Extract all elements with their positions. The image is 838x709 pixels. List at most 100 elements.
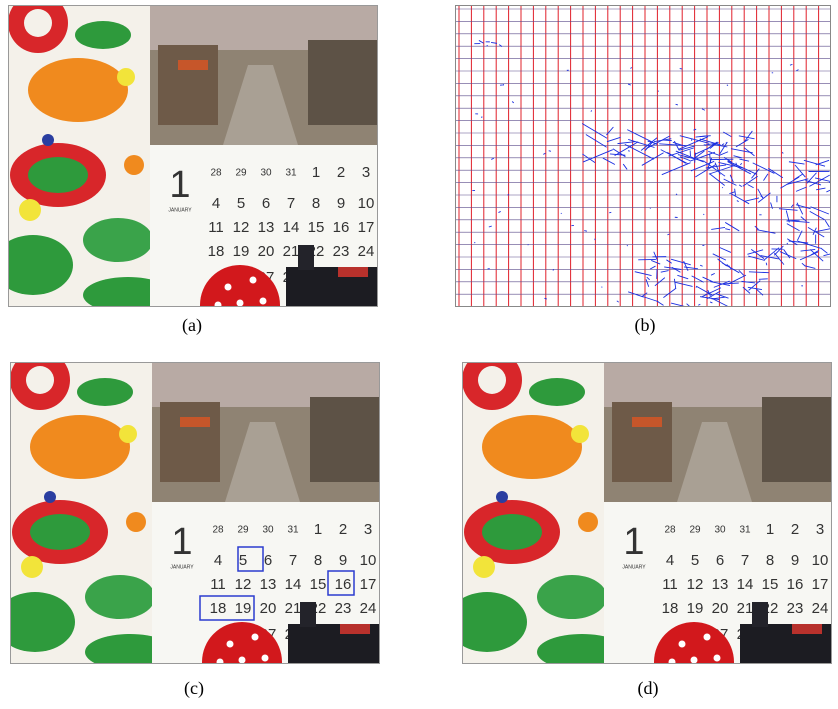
day-number: 23 bbox=[335, 600, 352, 617]
month-number: 1 bbox=[623, 521, 644, 563]
train-window bbox=[338, 267, 368, 277]
fabric-chick bbox=[473, 556, 495, 578]
day-number: 13 bbox=[258, 219, 275, 236]
ball-dot bbox=[215, 302, 222, 309]
day-number: 14 bbox=[737, 576, 754, 593]
ball-dot bbox=[262, 655, 269, 662]
fabric-leaf bbox=[447, 592, 527, 652]
day-number: 30 bbox=[262, 525, 274, 536]
day-number: 9 bbox=[337, 195, 345, 212]
fabric-leaf bbox=[77, 378, 133, 406]
day-number: 11 bbox=[662, 576, 678, 593]
fabric-ring-in bbox=[30, 514, 90, 550]
day-number: 16 bbox=[333, 219, 350, 236]
motion-vector bbox=[726, 143, 727, 144]
motion-vector bbox=[722, 187, 723, 188]
day-number: 10 bbox=[358, 195, 375, 212]
fabric-leaf bbox=[529, 378, 585, 406]
ball-dot bbox=[714, 655, 721, 662]
day-number: 5 bbox=[691, 552, 699, 569]
day-number: 12 bbox=[235, 576, 252, 593]
fabric-flower bbox=[496, 491, 508, 503]
vector-panel bbox=[455, 5, 838, 312]
ball-dot bbox=[260, 298, 267, 305]
day-number: 2 bbox=[791, 521, 799, 538]
motion-vector bbox=[627, 245, 628, 246]
day-number: 18 bbox=[208, 243, 225, 260]
day-number: 14 bbox=[285, 576, 302, 593]
picture-building bbox=[158, 45, 218, 125]
day-number: 13 bbox=[712, 576, 729, 593]
ball-dot bbox=[252, 634, 259, 641]
ball-dot bbox=[227, 641, 234, 648]
day-number: 29 bbox=[689, 525, 701, 536]
day-number: 13 bbox=[260, 576, 277, 593]
day-number: 28 bbox=[210, 168, 222, 179]
day-number: 8 bbox=[312, 195, 320, 212]
day-number: 3 bbox=[364, 521, 372, 538]
day-number: 11 bbox=[208, 219, 224, 236]
figure: (a) (b) (c) (d) 1JANUARY2829303112345678… bbox=[0, 0, 838, 704]
day-number: 16 bbox=[787, 576, 804, 593]
fabric-rabbit bbox=[30, 415, 130, 479]
day-number: 30 bbox=[260, 168, 272, 179]
train-window bbox=[340, 624, 370, 634]
fabric-rabbit bbox=[482, 415, 582, 479]
day-number: 4 bbox=[212, 195, 220, 212]
picture-building bbox=[612, 402, 672, 482]
day-number: 17 bbox=[812, 576, 829, 593]
fabric-leaf bbox=[83, 218, 153, 262]
day-number: 14 bbox=[283, 219, 300, 236]
day-number: 16 bbox=[335, 576, 352, 593]
day-number: 2 bbox=[337, 164, 345, 181]
day-number: 10 bbox=[360, 552, 377, 569]
day-number: 19 bbox=[687, 600, 704, 617]
day-number: 28 bbox=[212, 525, 224, 536]
month-number: 1 bbox=[171, 521, 192, 563]
fabric-leaf bbox=[75, 21, 131, 49]
fabric-chick bbox=[21, 556, 43, 578]
day-number: 20 bbox=[258, 243, 275, 260]
caption: (a) bbox=[182, 315, 202, 336]
day-number: 7 bbox=[289, 552, 297, 569]
day-number: 9 bbox=[339, 552, 347, 569]
day-number: 24 bbox=[358, 243, 375, 260]
day-number: 31 bbox=[739, 525, 751, 536]
caption: (c) bbox=[184, 678, 204, 699]
fabric-chick bbox=[19, 199, 41, 221]
day-number: 15 bbox=[310, 576, 327, 593]
ball-dot bbox=[669, 659, 676, 666]
picture-building bbox=[160, 402, 220, 482]
day-number: 21 bbox=[285, 600, 302, 617]
day-number: 4 bbox=[214, 552, 222, 569]
fabric-leaf bbox=[85, 575, 155, 619]
day-number: 15 bbox=[308, 219, 325, 236]
day-number: 1 bbox=[766, 521, 774, 538]
day-number: 3 bbox=[816, 521, 824, 538]
day-number: 5 bbox=[237, 195, 245, 212]
fabric-flower bbox=[42, 134, 54, 146]
motion-vector bbox=[584, 231, 587, 232]
train-chimney bbox=[300, 602, 316, 627]
day-number: 19 bbox=[233, 243, 250, 260]
day-number: 1 bbox=[312, 164, 320, 181]
day-number: 9 bbox=[791, 552, 799, 569]
motion-vector bbox=[766, 263, 767, 266]
day-number: 28 bbox=[664, 525, 676, 536]
day-number: 6 bbox=[264, 552, 272, 569]
day-number: 23 bbox=[333, 243, 350, 260]
ball-dot bbox=[679, 641, 686, 648]
motion-vector bbox=[601, 287, 602, 288]
day-number: 7 bbox=[741, 552, 749, 569]
fabric-chick bbox=[119, 425, 137, 443]
day-number: 2 bbox=[339, 521, 347, 538]
day-number: 10 bbox=[812, 552, 829, 569]
fabric-wheel-inner bbox=[24, 9, 52, 37]
fabric-ring-in bbox=[28, 157, 88, 193]
day-number: 31 bbox=[287, 525, 299, 536]
fabric-ring-in bbox=[482, 514, 542, 550]
fabric-chick bbox=[571, 425, 589, 443]
ball-dot bbox=[691, 657, 698, 664]
